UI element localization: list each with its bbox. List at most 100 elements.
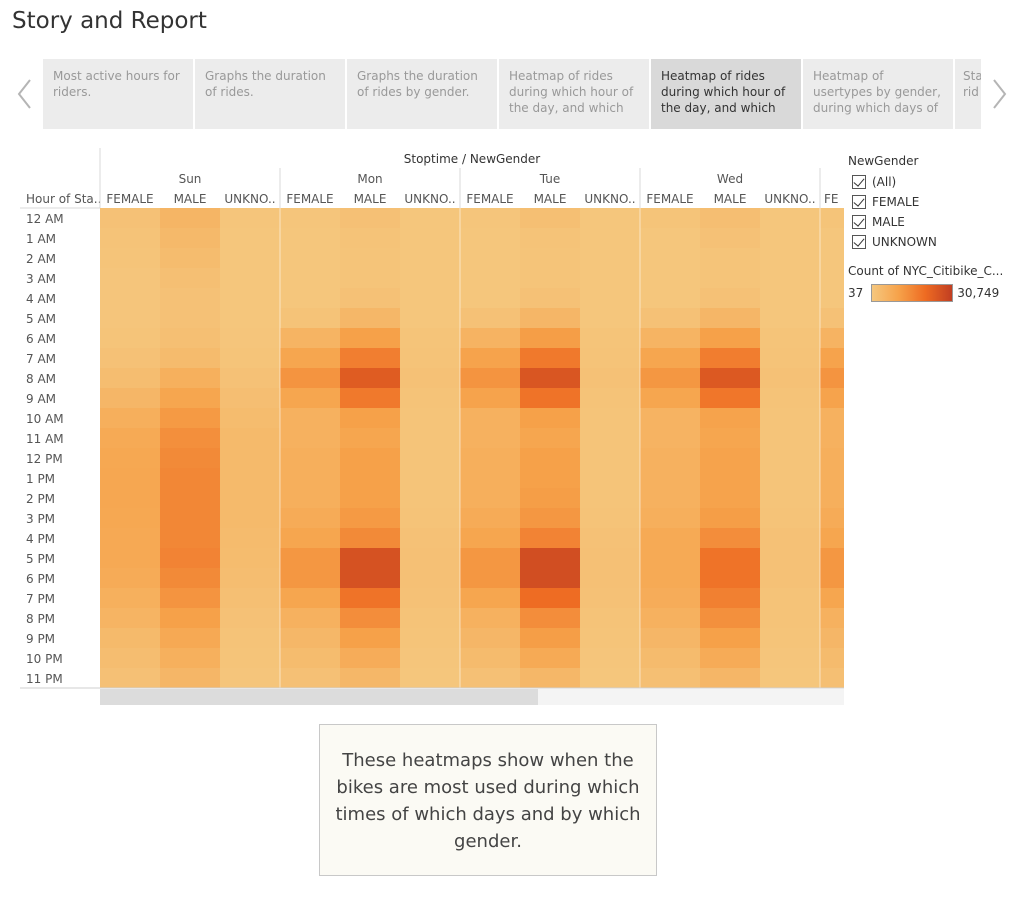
heatmap-cell: [340, 628, 400, 648]
gender-column-label: UNKNO..: [584, 192, 635, 206]
heatmap-cell: [700, 628, 760, 648]
heatmap-cell: [160, 308, 220, 328]
horizontal-scrollbar-thumb[interactable]: [100, 689, 538, 705]
checkbox-icon[interactable]: [852, 175, 866, 189]
heatmap-cell: [280, 268, 340, 288]
heatmap-cell: [820, 308, 844, 328]
heatmap-cell: [820, 428, 844, 448]
heatmap-cell: [580, 568, 640, 588]
heatmap-cell: [580, 628, 640, 648]
heatmap-cell: [400, 388, 460, 408]
story-point-1[interactable]: Most active hours for riders.: [43, 59, 193, 129]
filter-item-female[interactable]: FEMALE: [848, 192, 1028, 212]
checkbox-icon[interactable]: [852, 235, 866, 249]
gender-column-label-partial: FE: [824, 192, 838, 206]
day-label: Tue: [539, 172, 561, 186]
checkbox-icon[interactable]: [852, 195, 866, 209]
heatmap-cell: [580, 368, 640, 388]
next-story-point-button[interactable]: [988, 76, 1010, 112]
heatmap-cell: [580, 428, 640, 448]
heatmap-cell: [760, 548, 820, 568]
hour-label: 9 PM: [26, 632, 55, 646]
hour-label: 8 AM: [26, 372, 56, 386]
filter-item-all[interactable]: (All): [848, 172, 1028, 192]
heatmap-cell: [400, 348, 460, 368]
heatmap-cell: [280, 208, 340, 228]
heatmap-cell: [700, 568, 760, 588]
heatmap-cell: [760, 328, 820, 348]
story-point-3[interactable]: Graphs the duration of rides by gender.: [347, 59, 497, 129]
heatmap-cell: [400, 568, 460, 588]
heatmap-cell: [160, 668, 220, 688]
previous-story-point-button[interactable]: [14, 76, 36, 112]
heatmap-cell: [580, 548, 640, 568]
gender-column-label: MALE: [714, 192, 747, 206]
hour-label: 11 PM: [26, 672, 63, 686]
heatmap-cell: [160, 208, 220, 228]
heatmap-cell: [580, 328, 640, 348]
heatmap-cell: [100, 408, 160, 428]
hour-label: 2 AM: [26, 252, 56, 266]
heatmap-cell: [160, 648, 220, 668]
gender-column-label: MALE: [354, 192, 387, 206]
filter-item-unknown[interactable]: UNKNOWN: [848, 232, 1028, 252]
hour-label: 1 PM: [26, 472, 55, 486]
heatmap-cell: [460, 308, 520, 328]
heatmap-cell: [520, 448, 580, 468]
heatmap-cell: [760, 448, 820, 468]
story-point-4[interactable]: Heatmap of rides during which hour of th…: [499, 59, 649, 129]
heatmap-cell: [160, 468, 220, 488]
heatmap-cell: [820, 648, 844, 668]
checkbox-icon[interactable]: [852, 215, 866, 229]
heatmap-cell: [400, 368, 460, 388]
hour-label: 4 PM: [26, 532, 55, 546]
heatmap-cell: [280, 368, 340, 388]
heatmap-cell: [400, 208, 460, 228]
heatmap-cell: [220, 588, 280, 608]
heatmap-cell: [280, 528, 340, 548]
story-point-navigator: Most active hours for riders. Graphs the…: [43, 59, 981, 129]
heatmap-cell: [340, 228, 400, 248]
hour-label: 10 AM: [26, 412, 64, 426]
story-point-6[interactable]: Heatmap of usertypes by gender, during w…: [803, 59, 953, 129]
heatmap-cell: [640, 488, 700, 508]
heatmap-cell: [820, 348, 844, 368]
heatmap-cell: [460, 348, 520, 368]
heatmap-cell: [640, 628, 700, 648]
heatmap-cell: [820, 368, 844, 388]
heatmap-cell: [640, 408, 700, 428]
heatmap-cell: [220, 268, 280, 288]
heatmap-cell: [520, 508, 580, 528]
story-point-5-active[interactable]: Heatmap of rides during which hour of th…: [651, 59, 801, 129]
heatmap-cell: [760, 288, 820, 308]
heatmap-cell: [580, 508, 640, 528]
hour-label: 3 AM: [26, 272, 56, 286]
heatmap-cell: [100, 288, 160, 308]
story-point-7[interactable]: Sta rid: [955, 59, 981, 129]
heatmap-cell: [580, 308, 640, 328]
heatmap-cell: [820, 668, 844, 688]
heatmap-cell: [700, 508, 760, 528]
gender-column-label: UNKNO..: [404, 192, 455, 206]
heatmap-cell: [820, 268, 844, 288]
gender-column-label: MALE: [534, 192, 567, 206]
heatmap-cell: [220, 468, 280, 488]
heatmap-cell: [760, 628, 820, 648]
story-point-2[interactable]: Graphs the duration of rides.: [195, 59, 345, 129]
heatmap-cell: [640, 368, 700, 388]
hour-label: 12 PM: [26, 452, 63, 466]
filter-label: FEMALE: [872, 195, 920, 209]
heatmap-cell: [760, 588, 820, 608]
story-point-label: Most active hours for riders.: [53, 69, 180, 99]
heatmap-cell: [340, 248, 400, 268]
heatmap-cell: [700, 368, 760, 388]
heatmap-cell: [520, 628, 580, 648]
heatmap-cell: [160, 348, 220, 368]
heatmap-cell: [220, 288, 280, 308]
filter-item-male[interactable]: MALE: [848, 212, 1028, 232]
heatmap-cell: [280, 468, 340, 488]
heatmap-cell: [340, 648, 400, 668]
heatmap-cell: [640, 668, 700, 688]
story-point-label: Heatmap of rides during which hour of th…: [509, 69, 634, 115]
